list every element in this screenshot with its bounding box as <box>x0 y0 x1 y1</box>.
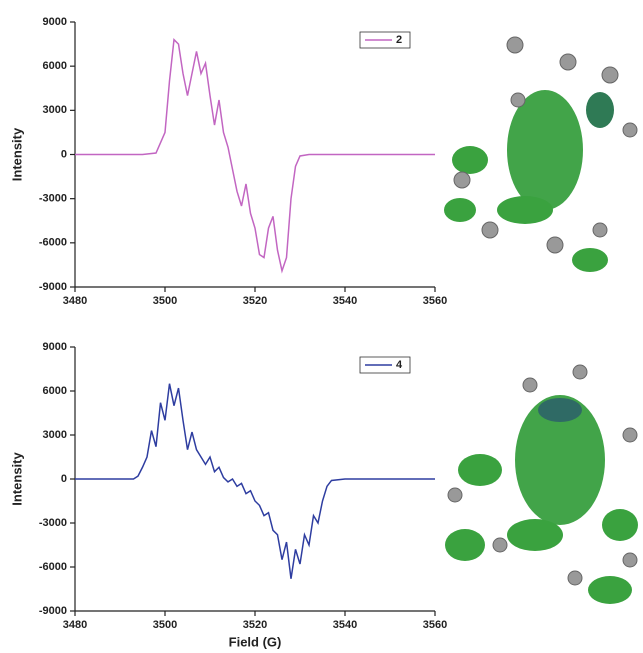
y-tick-label: -3000 <box>39 193 67 205</box>
y-tick-label: 0 <box>61 473 67 485</box>
y-tick-label: -6000 <box>39 561 67 573</box>
y-tick-label: -6000 <box>39 237 67 249</box>
x-axis-label: Field (G) <box>229 634 282 649</box>
y-tick-label: -9000 <box>39 281 67 293</box>
x-tick-label: 3540 <box>333 619 357 631</box>
y-tick-label: 9000 <box>43 16 67 28</box>
figure: 9000 6000 3000 0 -3000 -6000 -9000 3480 3500 3520… <box>0 0 643 653</box>
x-tick-label: 3560 <box>423 619 447 631</box>
y-tick-label: -3000 <box>39 517 67 529</box>
spectrum-line <box>75 384 435 579</box>
x-tick-label: 3560 <box>423 295 447 307</box>
y-tick-label: 6000 <box>43 385 67 397</box>
molecule-top <box>444 37 637 272</box>
y-tick-label: 3000 <box>43 104 67 116</box>
spectrum-line <box>75 40 435 271</box>
legend-label: 4 <box>396 359 403 371</box>
y-tick-label: 0 <box>61 148 67 160</box>
y-tick-label: 3000 <box>43 429 67 441</box>
x-tick-label: 3520 <box>243 295 267 307</box>
y-tick-label: 6000 <box>43 60 67 72</box>
y-axis-label: Intensity <box>9 452 24 506</box>
y-tick-label: -9000 <box>39 605 67 617</box>
x-tick-label: 3480 <box>63 295 87 307</box>
molecule-bottom <box>445 365 638 604</box>
y-tick-label: 9000 <box>43 341 67 353</box>
x-tick-label: 3540 <box>333 295 357 307</box>
x-tick-label: 3500 <box>153 619 177 631</box>
y-axis-label: Intensity <box>9 127 24 181</box>
legend-label: 2 <box>396 34 402 46</box>
x-tick-label: 3480 <box>63 619 87 631</box>
x-tick-label: 3500 <box>153 295 177 307</box>
x-tick-label: 3520 <box>243 619 267 631</box>
